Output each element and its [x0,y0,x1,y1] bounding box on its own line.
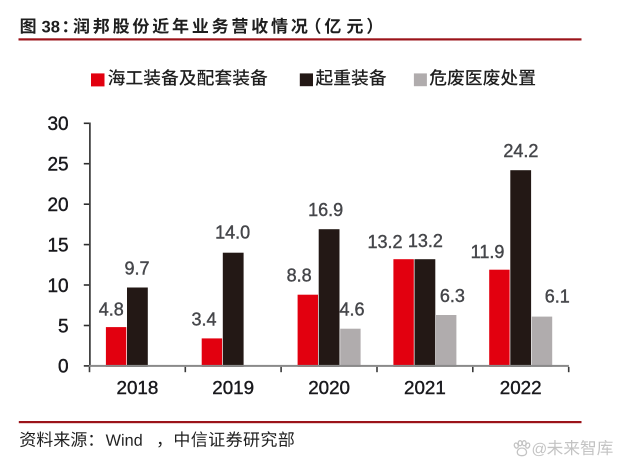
svg-text:6.3: 6.3 [440,286,465,306]
svg-text:13.2: 13.2 [408,231,443,251]
svg-text:16.9: 16.9 [308,200,343,220]
svg-text:13.2: 13.2 [367,232,402,252]
svg-text:6.1: 6.1 [545,286,570,306]
svg-text:25: 25 [47,155,68,176]
svg-text:5: 5 [58,316,69,337]
svg-text:2020: 2020 [308,377,350,398]
svg-text:2022: 2022 [500,377,542,398]
svg-text:4.6: 4.6 [339,300,364,320]
svg-text:14.0: 14.0 [215,223,250,243]
svg-text:15: 15 [47,235,68,256]
svg-text:2019: 2019 [212,377,254,398]
svg-text:8.8: 8.8 [287,266,312,286]
svg-text:11.9: 11.9 [471,242,505,262]
svg-text:30: 30 [47,114,68,135]
svg-text:9.7: 9.7 [124,259,149,279]
svg-text:10: 10 [47,276,68,297]
svg-text:3.4: 3.4 [191,309,216,329]
svg-text:2021: 2021 [404,377,446,398]
svg-text:20: 20 [47,195,68,216]
svg-text:0: 0 [58,357,69,378]
svg-text:4.8: 4.8 [99,299,124,319]
svg-text:24.2: 24.2 [503,141,538,161]
svg-text:2018: 2018 [117,377,159,398]
